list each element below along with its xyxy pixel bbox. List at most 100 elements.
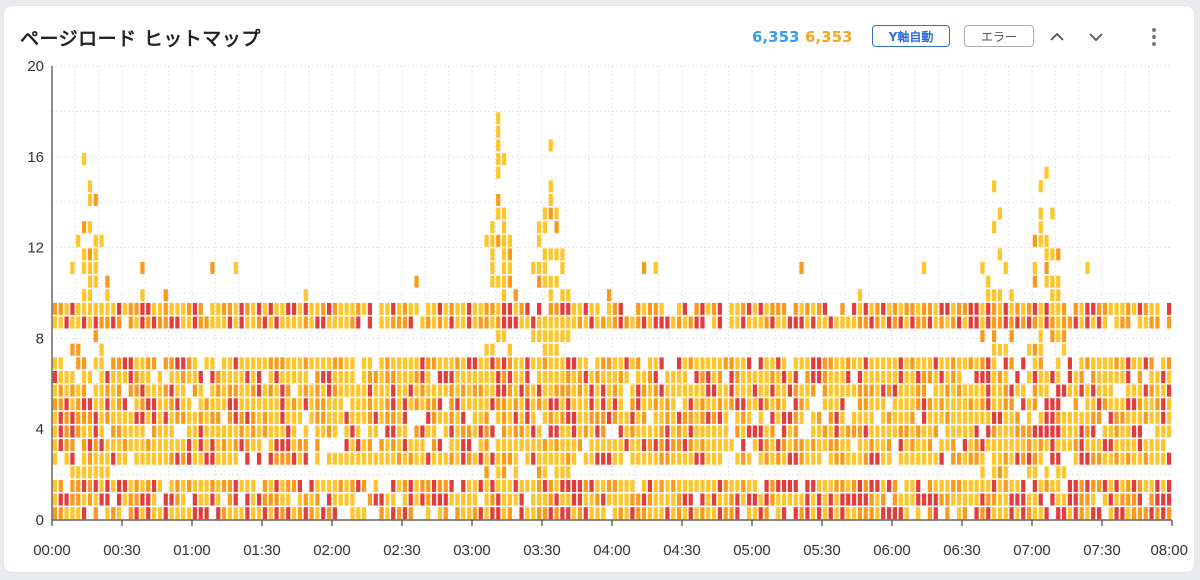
heatmap-cell [146, 302, 151, 315]
heatmap-cell [962, 357, 968, 370]
heatmap-cell [496, 330, 501, 343]
heatmap-cell [472, 357, 478, 370]
heatmap-cell [1073, 411, 1078, 424]
heatmap-cell [659, 493, 664, 506]
heatmap-cell [682, 357, 688, 370]
heatmap-cell [577, 411, 583, 424]
heatmap-cell [414, 452, 419, 465]
heatmap-cell [676, 479, 682, 492]
heatmap-cell [624, 479, 629, 492]
heatmap-cell [274, 384, 279, 397]
heatmap-cell [484, 384, 489, 397]
heatmap-cell [945, 411, 950, 424]
heatmap-cell [595, 370, 600, 383]
heatmap-cell [816, 411, 822, 424]
heatmap-cell [980, 357, 985, 370]
heatmap-cell [490, 370, 495, 383]
heatmap-cell [665, 439, 670, 452]
heatmap-cell [501, 248, 507, 261]
heatmap-cell [536, 302, 542, 315]
heatmap-cell [758, 357, 763, 370]
heatmap-cell [986, 439, 991, 452]
heatmap-cell [869, 384, 874, 397]
heatmap-cell [997, 398, 1003, 411]
heatmap-cell [997, 507, 1003, 520]
heatmap-cell [449, 302, 454, 315]
heatmap-cell [1079, 357, 1084, 370]
heatmap-cell [921, 316, 927, 329]
heatmap-cell [192, 357, 198, 370]
heatmap-cell [606, 316, 612, 329]
heatmap-cell [81, 221, 87, 234]
heatmap-cell [968, 452, 973, 465]
heatmap-cell [571, 507, 577, 520]
heatmap-cell [326, 357, 332, 370]
chevron-down-icon[interactable] [1084, 25, 1108, 49]
heatmap-cell [361, 398, 367, 411]
heatmap-cell [233, 507, 238, 520]
chevron-up-icon[interactable] [1045, 25, 1069, 49]
heatmap-cell [624, 316, 629, 329]
heatmap-cell [729, 493, 734, 506]
more-vert-icon[interactable] [1142, 25, 1166, 49]
heatmap-cell [700, 411, 705, 424]
heatmap-cell [1085, 384, 1090, 397]
heatmap-cell [898, 425, 903, 438]
heatmap-cell [595, 357, 600, 370]
heatmap-cell [1085, 357, 1090, 370]
heatmap-cell [1061, 425, 1067, 438]
heatmap-cell [840, 370, 845, 383]
heatmap-cell [99, 343, 104, 356]
heatmap-cell [933, 507, 938, 520]
error-filter-button[interactable]: エラー [964, 25, 1034, 47]
heatmap-cell [892, 493, 898, 506]
heatmap-cell [116, 452, 122, 465]
heatmap-cell [280, 370, 285, 383]
heatmap-cell [140, 357, 145, 370]
heatmap-cell [729, 357, 734, 370]
heatmap-cell [420, 398, 425, 411]
heatmap-cell [1015, 439, 1020, 452]
heatmap-cell [793, 452, 798, 465]
heatmap-cell [700, 398, 705, 411]
heatmap-cell [408, 384, 413, 397]
heatmap-cell [501, 262, 507, 275]
heatmap-cell [356, 425, 361, 438]
heatmap-cell [881, 316, 886, 329]
heatmap-cell [461, 384, 466, 397]
heatmap-cell [694, 507, 699, 520]
heatmap-cell [1038, 234, 1043, 247]
heatmap-cell [496, 452, 501, 465]
heatmap-cell [659, 452, 664, 465]
heatmap-cell [391, 384, 396, 397]
heatmap-cell [822, 316, 828, 329]
heatmap-cell [945, 370, 950, 383]
heatmap-cell [793, 493, 798, 506]
heatmap-cell [1032, 452, 1038, 465]
heatmap-cell [1155, 493, 1160, 506]
heatmap-cell [496, 193, 501, 206]
heatmap-cell [647, 384, 653, 397]
heatmap-cell [76, 316, 81, 329]
heatmap-cell [245, 398, 250, 411]
heatmap-cell [805, 384, 810, 397]
heatmap-cell [437, 370, 443, 383]
heatmap-cell [770, 357, 775, 370]
heatmap-cell [752, 479, 758, 492]
heatmap-cell [484, 479, 489, 492]
heatmap-cell [1038, 452, 1043, 465]
heatmap-cell [99, 234, 104, 247]
heatmap-cell [379, 316, 384, 329]
heatmap-cell [682, 302, 688, 315]
heatmap-cell [297, 439, 303, 452]
y-axis-auto-button[interactable]: Y軸自動 [872, 25, 950, 47]
heatmap-cell [758, 370, 763, 383]
heatmap-cell [350, 384, 355, 397]
heatmap-cell [501, 207, 507, 220]
heatmap-cell [1009, 411, 1014, 424]
heatmap-cell [449, 398, 454, 411]
heatmap-cell [653, 411, 658, 424]
heatmap-cell [1161, 507, 1166, 520]
heatmap-cell [857, 357, 863, 370]
heatmap-cell [461, 302, 466, 315]
